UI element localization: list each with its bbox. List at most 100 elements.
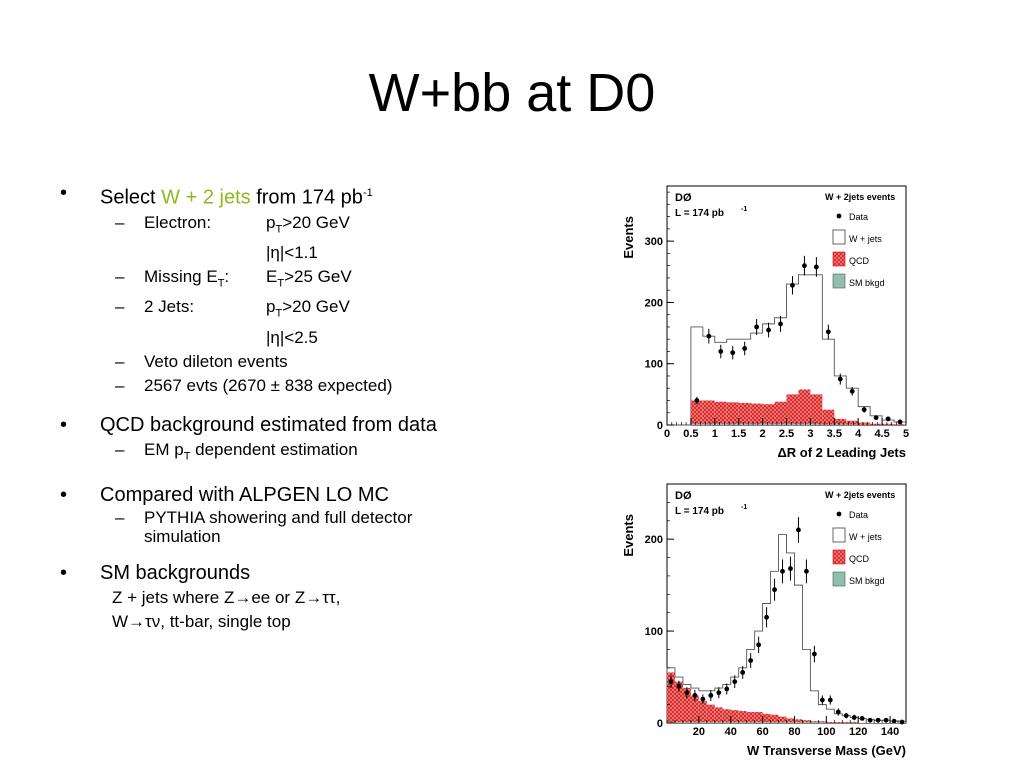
wjets-bar <box>762 323 775 425</box>
slide-title: W+bb at D0 <box>368 63 656 123</box>
wjets-bar <box>722 684 731 723</box>
met-label: Missing ET: <box>144 267 230 290</box>
sm-bar <box>682 722 691 723</box>
x-tick-label: 140 <box>881 726 899 738</box>
legend-qcd-label: QCD <box>849 554 870 564</box>
sm-bar <box>726 423 739 425</box>
data-point <box>875 717 881 723</box>
wjets-bar <box>786 552 795 723</box>
data-point <box>851 715 857 720</box>
sub-pythia: – PYTHIA showering and full detector sim… <box>60 508 600 546</box>
qcd-bar <box>682 688 691 723</box>
experiment-label: DØ <box>675 192 692 204</box>
delta-r-plot: 0 0.5 1 1.5 2 2.5 3 3.5 4 4.5 5 0 100 200 300 ΔR of 2 L… <box>621 185 909 460</box>
select-post: from 174 pb <box>250 186 363 209</box>
data-point <box>772 587 777 593</box>
y-tick-label: 100 <box>645 626 663 638</box>
bullet-marker: • <box>60 484 68 507</box>
y-tick-label: 0 <box>657 718 663 730</box>
y-tick-label: 200 <box>645 534 663 546</box>
data-point <box>843 713 849 719</box>
legend-data-label: Data <box>849 510 868 520</box>
data-point <box>684 690 690 696</box>
veto-text: Veto dileton events <box>144 351 288 371</box>
data-point <box>899 719 905 725</box>
qcd-bar <box>746 711 755 723</box>
qcd-bar <box>810 394 823 425</box>
data-point <box>837 376 843 382</box>
sm-bar <box>738 722 747 723</box>
wjets-bar <box>714 342 727 425</box>
evts-text: 2567 evts (2670 ± 838 expected) <box>144 375 393 395</box>
sm-bar <box>690 722 699 723</box>
qcd-bar <box>722 709 731 723</box>
legend-qcd-swatch <box>832 251 846 267</box>
wjets-bar <box>858 406 871 425</box>
y-tick-label: 100 <box>645 359 663 371</box>
bullet-qcd: • QCD background estimated from data <box>60 412 600 438</box>
dash: – <box>115 267 125 287</box>
qcd-bar <box>794 719 803 723</box>
qcd-bar <box>842 722 851 723</box>
qcd-bar <box>754 711 763 723</box>
data-point <box>813 264 819 270</box>
y-tick-label: 300 <box>645 236 663 248</box>
data-point <box>897 419 903 425</box>
x-axis-label: ΔR of 2 Leading Jets <box>777 445 906 460</box>
em-text: EM pT dependent estimation <box>144 439 358 463</box>
wjets-bar <box>842 715 851 723</box>
sm-bar <box>798 423 811 425</box>
alpgen-text: Compared with ALPGEN LO MC <box>100 484 389 507</box>
sm-bar <box>738 423 751 425</box>
x-tick-label: 2 <box>760 428 766 440</box>
x-tick-label: 1 <box>712 428 718 440</box>
legend-sm-label: SM bkgd <box>849 278 885 288</box>
data-point <box>804 568 809 574</box>
data-point <box>692 693 698 698</box>
x-tick-label: 120 <box>849 726 867 738</box>
x-tick-label: 2.5 <box>779 428 794 440</box>
qcd-bar <box>822 409 835 425</box>
x-tick-label: 4.5 <box>874 428 889 440</box>
wjets-bar <box>834 375 847 425</box>
wjets-bar <box>818 704 827 723</box>
sm-bar <box>834 424 847 425</box>
sm-bar <box>818 722 827 723</box>
data-point <box>811 651 817 657</box>
wjets-bar <box>846 388 859 425</box>
sm-bar <box>754 722 763 723</box>
data-point <box>756 642 762 648</box>
legend-wjets-label: W + jets <box>849 234 882 244</box>
data-point <box>766 327 771 333</box>
qcd-bar <box>667 672 675 723</box>
qcd-text: QCD background estimated from data <box>100 413 437 436</box>
data-point <box>827 697 833 703</box>
qcd-bar <box>826 722 835 723</box>
x-tick-label: 60 <box>756 726 768 738</box>
data-point <box>867 717 873 723</box>
lumi-sup: -1 <box>741 504 747 511</box>
qcd-bar <box>750 403 763 425</box>
data-point <box>732 679 738 685</box>
dash: – <box>115 375 125 395</box>
sm-bar <box>810 423 823 425</box>
legend-title: W + 2jets events <box>825 490 895 500</box>
data-point <box>700 696 706 702</box>
sm-bar <box>690 423 703 425</box>
x-tick-label: 1.5 <box>731 428 746 440</box>
wjets-bar <box>770 571 779 723</box>
data-point <box>676 683 682 689</box>
sm-bar <box>706 722 715 723</box>
legend-data-marker <box>836 213 842 219</box>
wjets-bar <box>730 677 739 723</box>
sm-text: SM backgrounds <box>100 562 251 585</box>
sub-evts: – 2567 evts (2670 ± 838 expected) <box>60 374 600 398</box>
bullet-alpgen: • Compared with ALPGEN LO MC <box>60 482 600 508</box>
qcd-bar <box>690 695 699 723</box>
data-point <box>883 717 889 723</box>
sm-bar <box>702 423 715 425</box>
wjets-bar <box>882 420 895 425</box>
data-point <box>885 416 891 422</box>
dash: – <box>115 439 125 459</box>
wjets-bar <box>802 649 811 723</box>
